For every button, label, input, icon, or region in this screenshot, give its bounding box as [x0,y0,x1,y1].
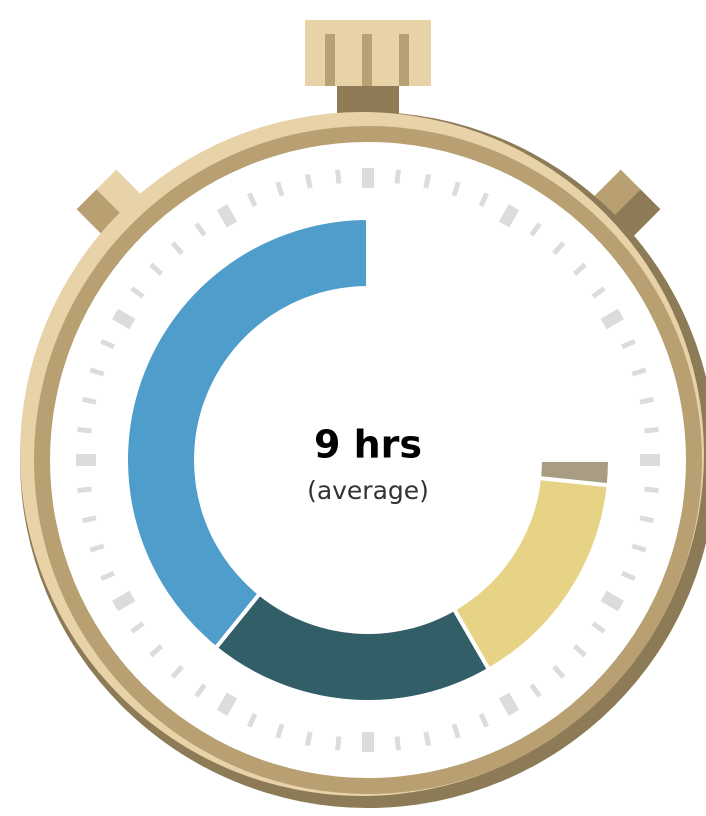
dial-tick [397,736,398,750]
dial-tick [337,736,338,750]
crown-ridge [399,34,409,86]
dial-tick [82,399,96,402]
dial-tick [78,429,92,430]
dial-tick [644,429,658,430]
dial-tick [640,399,654,402]
center-value: 9 hrs [314,423,422,467]
dial-tick [337,170,338,184]
dial-tick [426,732,429,746]
crown-ridge [325,34,335,86]
stopwatch-chart: 9 hrs (average) [0,0,706,812]
dial-tick [426,174,429,188]
dial-tick [640,518,654,521]
crown-ridge [362,34,372,86]
center-caption: (average) [307,476,429,505]
dial-tick [82,518,96,521]
dial-tick [307,174,310,188]
dial-tick [644,489,658,490]
page: 9 hrs (average) (() => { const data = JS… [0,0,706,812]
dial-tick [397,170,398,184]
dial-tick [78,489,92,490]
dial-tick [307,732,310,746]
